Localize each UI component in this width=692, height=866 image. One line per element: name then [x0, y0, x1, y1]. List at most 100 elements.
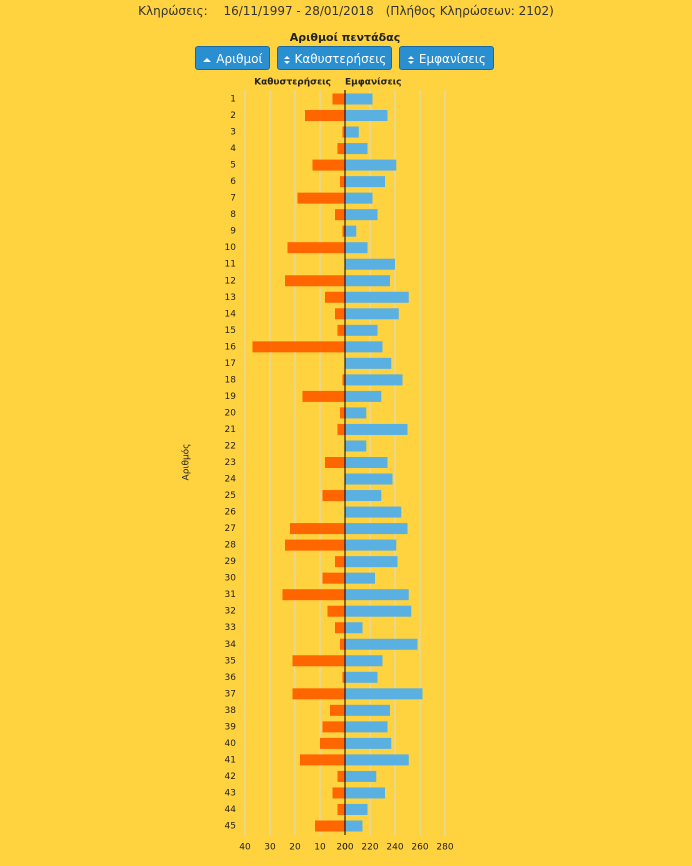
y-tick-label: 40 — [225, 739, 237, 749]
x-tick-label: 0 — [342, 843, 348, 853]
y-tick-label: 23 — [225, 458, 236, 468]
button[interactable]: Αριθμοί — [195, 46, 270, 70]
y-tick-label: 17 — [225, 359, 236, 369]
chart-title: Αριθμοί πεντάδας — [290, 31, 401, 44]
x-tick-label: 280 — [436, 843, 453, 853]
y-tick-label: 25 — [225, 491, 236, 501]
bar — [345, 407, 367, 419]
bar — [335, 556, 345, 568]
bar — [345, 110, 388, 122]
bar — [300, 754, 345, 766]
y-tick-label: 31 — [225, 590, 236, 600]
y-tick-label: 15 — [225, 326, 236, 336]
x-tick-label: 200 — [336, 843, 353, 853]
bar — [330, 704, 345, 716]
y-tick-label: 4 — [230, 144, 236, 154]
y-tick-label: 33 — [225, 623, 236, 633]
bar — [345, 572, 375, 584]
y-tick-label: 36 — [225, 673, 237, 683]
bar — [322, 721, 345, 733]
header-label: Κληρώσεις: — [138, 4, 208, 18]
bar — [292, 688, 345, 700]
bar — [345, 754, 409, 766]
bar — [340, 407, 345, 419]
y-tick-label: 26 — [225, 508, 237, 518]
bar — [345, 737, 392, 749]
y-tick-label: 38 — [225, 706, 237, 716]
bar — [325, 291, 345, 303]
x-tick-label: 20 — [289, 843, 301, 853]
header: Κληρώσεις: 16/11/1997 - 28/01/2018 (Πλήθο… — [0, 4, 692, 18]
bar — [345, 374, 403, 386]
bar — [345, 803, 368, 815]
bar — [290, 523, 345, 535]
y-tick-label: 44 — [225, 805, 237, 815]
y-tick-label: 39 — [225, 722, 237, 732]
y-tick-label: 24 — [225, 475, 237, 485]
bar — [335, 622, 345, 634]
bar — [287, 242, 345, 254]
bar — [345, 93, 373, 105]
bar — [345, 225, 357, 237]
x-tick-label: 260 — [411, 843, 428, 853]
bar — [345, 423, 408, 435]
bar — [322, 572, 345, 584]
bar — [337, 143, 345, 155]
bar — [345, 787, 385, 799]
bar — [345, 721, 388, 733]
bar — [345, 176, 385, 188]
bar — [342, 671, 345, 683]
button-label: Αριθμοί — [216, 52, 263, 66]
y-tick-label: 2 — [230, 111, 236, 121]
bar — [312, 159, 345, 171]
bar — [345, 671, 378, 683]
bar — [332, 93, 345, 105]
icon — [203, 57, 212, 62]
bar — [345, 143, 368, 155]
y-tick-label: 22 — [225, 441, 236, 451]
y-tick-label: 20 — [225, 408, 237, 418]
y-tick-label: 27 — [225, 524, 236, 534]
bar — [345, 523, 408, 535]
bar — [345, 770, 377, 782]
y-tick-label: 18 — [225, 375, 237, 385]
series-header: Καθυστερήσεις — [254, 78, 331, 88]
x-tick-label: 40 — [239, 843, 251, 853]
y-tick-label: 43 — [225, 788, 236, 798]
y-axis-label: Αριθμός — [181, 444, 192, 481]
y-tick-label: 41 — [225, 755, 236, 765]
bar — [345, 126, 359, 138]
y-tick-label: 21 — [225, 425, 236, 435]
x-tick-label: 220 — [361, 843, 378, 853]
y-tick-label: 42 — [225, 772, 236, 782]
bar — [345, 390, 382, 402]
bar — [337, 423, 345, 435]
button-label: Εμφανίσεις — [418, 52, 486, 66]
button[interactable]: Εμφανίσεις — [399, 46, 494, 70]
y-tick-label: 16 — [225, 342, 237, 352]
button[interactable]: Καθυστερήσεις — [277, 46, 392, 70]
y-tick-label: 37 — [225, 689, 236, 699]
y-tick-label: 13 — [225, 293, 236, 303]
y-tick-label: 34 — [225, 640, 237, 650]
bar — [252, 341, 345, 353]
y-tick-label: 6 — [230, 177, 236, 187]
bar — [345, 622, 363, 634]
bar — [327, 605, 345, 617]
bar — [345, 490, 382, 502]
bar — [345, 704, 390, 716]
bar — [337, 803, 345, 815]
y-tick-label: 3 — [230, 128, 236, 138]
x-tick-label: 240 — [386, 843, 403, 853]
bar — [345, 539, 397, 551]
y-tick-label: 19 — [225, 392, 237, 402]
y-tick-label: 32 — [225, 607, 236, 617]
series-header: Εμφανίσεις — [345, 77, 402, 88]
bar — [335, 209, 345, 221]
button-label: Καθυστερήσεις — [294, 52, 387, 66]
bar — [345, 506, 402, 518]
header-range: 16/11/1997 - 28/01/2018 — [223, 4, 374, 18]
y-tick-label: 28 — [225, 541, 237, 551]
bar — [342, 225, 345, 237]
